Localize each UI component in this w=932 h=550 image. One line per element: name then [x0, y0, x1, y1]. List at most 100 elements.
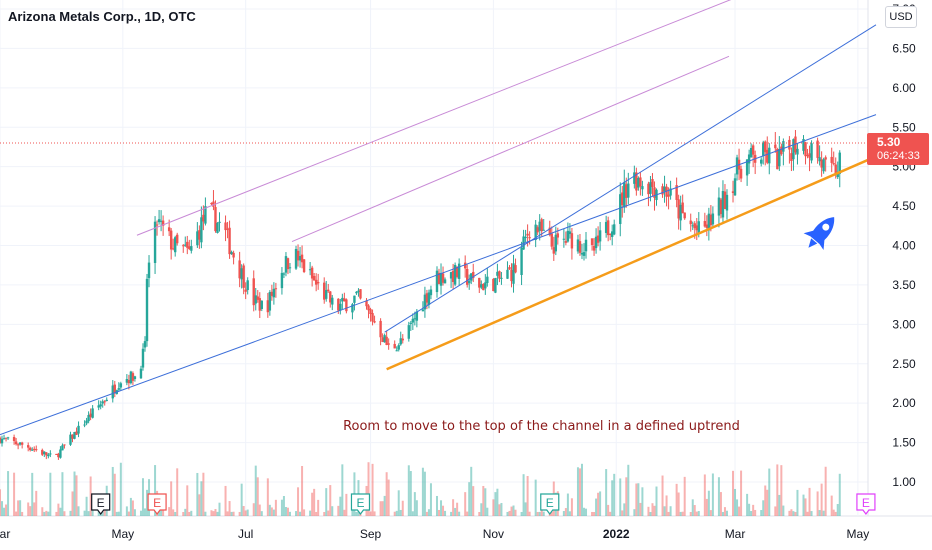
volume-bar: [252, 503, 255, 516]
volume-bar: [202, 472, 205, 516]
volume-bar: [524, 502, 527, 516]
candle-body: [480, 284, 483, 288]
candle-body: [316, 282, 320, 284]
candle-body: [329, 291, 332, 303]
candle-body: [407, 325, 410, 339]
volume-bar: [738, 506, 741, 516]
volume-bar: [466, 511, 469, 516]
volume-bar: [703, 474, 706, 516]
candle-body: [717, 197, 721, 216]
volume-bar: [172, 509, 175, 516]
volume-bar: [77, 506, 80, 516]
candle-body: [663, 186, 666, 192]
candle-body: [272, 288, 276, 298]
volume-bar: [836, 504, 839, 516]
candle-body: [792, 139, 795, 160]
candle-body: [45, 452, 48, 456]
volume-bar: [683, 476, 686, 516]
volume-bar: [369, 511, 372, 516]
volume-bar: [580, 463, 583, 516]
candle-body: [731, 191, 735, 193]
volume-bar: [57, 503, 60, 516]
volume-bar: [778, 494, 781, 516]
candle-body: [159, 220, 163, 222]
candle-body: [425, 293, 429, 303]
candle-body: [566, 230, 570, 242]
volume-bar: [15, 511, 18, 516]
earnings-marker: E: [540, 493, 560, 515]
currency-button[interactable]: USD: [885, 6, 917, 28]
volume-bar: [139, 510, 142, 516]
candle-body: [270, 291, 274, 296]
candle-body: [190, 246, 193, 251]
candle-body: [443, 279, 447, 284]
volume-bar: [337, 505, 340, 516]
volume-bar: [399, 509, 402, 516]
volume-bar: [325, 488, 328, 516]
candle-body: [33, 448, 36, 450]
candle-body: [176, 234, 179, 244]
volume-bar: [750, 511, 753, 516]
candle-body: [725, 194, 729, 211]
earnings-marker: E: [350, 493, 371, 515]
candle-body: [816, 140, 819, 158]
volume-bar: [17, 500, 20, 516]
candle-body: [87, 414, 90, 422]
candle-body: [6, 437, 10, 439]
candle-body: [155, 224, 159, 226]
candle-body: [212, 201, 215, 207]
volume-bar: [593, 511, 596, 516]
volume-bar: [242, 506, 245, 516]
volume-bar: [536, 511, 539, 516]
volume-bar: [458, 511, 461, 516]
y-tick-label: 6.00: [892, 81, 916, 95]
volume-bar: [498, 504, 501, 516]
candle-body: [455, 266, 459, 277]
candle-body: [202, 214, 205, 222]
candle-body: [506, 269, 509, 279]
candle-body: [345, 299, 348, 312]
volume-bar: [774, 506, 777, 516]
volume-bar: [691, 499, 694, 516]
volume-bar: [146, 489, 149, 516]
support-line: [386, 155, 877, 371]
volume-bar: [256, 477, 259, 516]
volume-bar: [822, 510, 825, 516]
volume-bar: [452, 499, 455, 516]
volume-bar: [367, 462, 370, 516]
volume-bar: [174, 511, 177, 516]
candle-body: [526, 233, 529, 236]
candle-body: [359, 289, 362, 299]
volume-bar: [63, 511, 66, 516]
candle-body: [230, 251, 233, 255]
earnings-label: E: [153, 496, 161, 510]
candle-body: [627, 183, 630, 198]
volume-bar: [141, 478, 144, 516]
candle-body: [353, 295, 356, 303]
volume-bar: [286, 507, 289, 516]
volume-bar: [435, 495, 438, 516]
candle-body: [776, 148, 779, 170]
candle-body: [399, 338, 402, 345]
volume-bar: [760, 510, 763, 516]
candle-body: [20, 442, 24, 445]
candle-body: [369, 309, 372, 315]
volume-bar: [834, 511, 837, 516]
candle-body: [435, 270, 439, 293]
volume-bar: [182, 511, 185, 516]
volume-bar: [266, 478, 269, 516]
volume-bar: [401, 500, 404, 516]
volume-bar: [480, 503, 483, 516]
volume-bar: [762, 500, 765, 516]
volume-bar: [675, 483, 678, 516]
candle-body: [669, 188, 672, 196]
volume-bar: [101, 511, 104, 516]
volume-bar: [510, 506, 513, 516]
candle-body: [147, 262, 151, 279]
candle-body: [542, 229, 545, 231]
candle-body: [157, 219, 161, 223]
volume-bar: [500, 502, 503, 516]
candle-body: [113, 384, 116, 393]
volume-bar: [260, 511, 263, 516]
